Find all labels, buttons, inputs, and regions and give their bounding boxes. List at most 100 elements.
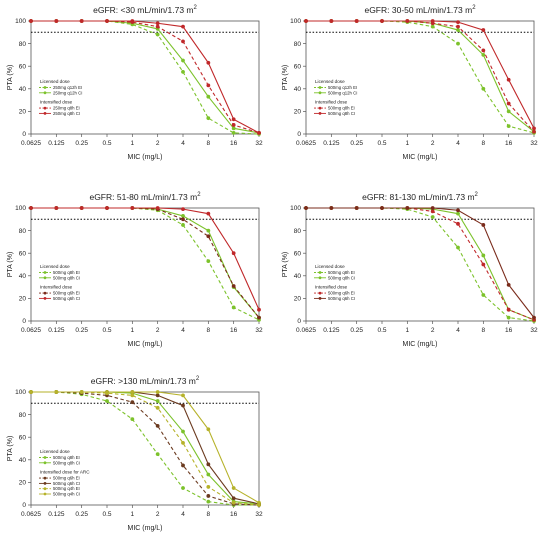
- legend-entry: 250mg q8h CI: [53, 111, 80, 116]
- y-tick-label: 60: [19, 63, 27, 70]
- y-tick-label: 80: [294, 228, 302, 235]
- data-point: [231, 496, 236, 501]
- y-axis-label: PTA (%): [7, 436, 14, 462]
- series-line: [31, 391, 260, 504]
- chart-title: eGFR: 30-50 mL/min/1.73 m2: [364, 5, 476, 15]
- y-tick-label: 80: [19, 41, 27, 48]
- y-tick-label: 0: [297, 318, 301, 325]
- chart-title-text: eGFR: 81-130 mL/min/1.73 m: [362, 192, 474, 202]
- legend-swatch-point: [43, 271, 47, 274]
- legend-heading: Licensed dose: [315, 79, 345, 84]
- x-tick-label: 0.0625: [296, 327, 316, 334]
- x-tick-label: 8: [207, 140, 211, 147]
- series-line: [306, 20, 535, 129]
- y-tick-label: 40: [294, 86, 302, 93]
- series-3: [304, 19, 536, 134]
- legend-swatch-point: [43, 482, 47, 485]
- x-axis-label: MIC (mg/L): [128, 154, 163, 161]
- data-point: [155, 32, 160, 37]
- legend-swatch-point: [318, 106, 322, 110]
- data-point: [206, 427, 211, 432]
- legend-swatch-point: [318, 276, 322, 280]
- x-axis-label: MIC (mg/L): [403, 154, 438, 161]
- data-point: [430, 24, 435, 29]
- x-tick-label: 2: [431, 140, 435, 147]
- legend-heading: Licensed dose: [40, 79, 70, 84]
- legend-entry: 250mg q8h EI: [53, 106, 80, 111]
- y-tick-label: 100: [290, 205, 301, 212]
- x-tick-label: 2: [431, 327, 435, 334]
- legend-entry: 250mg q12h CI: [53, 90, 82, 95]
- data-point: [304, 206, 308, 210]
- data-point: [506, 124, 511, 128]
- legend-entry: 500mg q8h CI: [328, 111, 355, 116]
- x-tick-label: 0.125: [48, 511, 65, 518]
- data-point: [405, 19, 410, 23]
- chart-title-superscript: 2: [197, 192, 201, 198]
- x-tick-label: 0.0625: [21, 140, 41, 147]
- data-point: [532, 315, 536, 320]
- x-tick-label: 1: [131, 327, 135, 334]
- data-point: [206, 83, 211, 88]
- x-tick-label: 1: [406, 140, 410, 147]
- series-line: [306, 20, 535, 134]
- data-point: [105, 399, 109, 403]
- legend-entry: 500mg q4h CI: [53, 492, 80, 497]
- plot-frame: [305, 20, 535, 135]
- data-point: [481, 223, 486, 227]
- series-line: [31, 391, 259, 506]
- x-tick-label: 0.0625: [296, 140, 316, 147]
- data-point: [54, 19, 59, 23]
- y-tick-label: 40: [294, 273, 302, 280]
- x-axis-label: MIC (mg/L): [403, 341, 438, 348]
- data-point: [181, 214, 185, 218]
- y-tick-label: 60: [19, 434, 27, 441]
- y-axis-label: PTA (%): [7, 65, 14, 91]
- legend-swatch-point: [318, 291, 322, 295]
- legend-entry: 500mg q6h EI: [328, 291, 355, 296]
- x-tick-label: 16: [505, 327, 513, 334]
- y-axis-label: PTA (%): [282, 252, 289, 278]
- data-point: [206, 228, 211, 233]
- data-point: [506, 282, 511, 287]
- data-point: [181, 463, 185, 468]
- data-point: [181, 403, 185, 408]
- y-tick-label: 0: [22, 131, 26, 138]
- chart-title-superscript: 2: [196, 376, 200, 382]
- legend-entry: 500mg q6h CI: [328, 296, 355, 301]
- x-tick-label: 1: [406, 327, 410, 334]
- data-point: [257, 500, 261, 505]
- data-point: [456, 211, 460, 216]
- data-point: [506, 315, 511, 320]
- x-tick-label: 8: [482, 140, 486, 147]
- series-3: [29, 206, 261, 320]
- data-point: [506, 77, 511, 82]
- data-point: [181, 429, 185, 434]
- data-point: [506, 109, 511, 114]
- data-point: [481, 262, 486, 267]
- data-point: [430, 215, 435, 219]
- data-point: [481, 253, 486, 258]
- legend-swatch-point: [318, 91, 322, 95]
- data-point: [206, 259, 211, 264]
- x-tick-label: 32: [530, 140, 538, 147]
- x-tick-label: 4: [181, 327, 185, 334]
- x-tick-label: 16: [230, 511, 238, 518]
- series-line: [31, 207, 260, 318]
- chart-title-superscript: 2: [194, 5, 198, 11]
- series-4: [304, 19, 536, 131]
- data-point: [354, 206, 359, 210]
- data-point: [206, 472, 211, 477]
- legend-swatch-point: [43, 492, 47, 496]
- x-tick-label: 1: [131, 140, 135, 147]
- chart-title-superscript: 2: [475, 192, 479, 198]
- data-point: [481, 86, 486, 91]
- legend-swatch-point: [318, 86, 322, 89]
- data-point: [257, 130, 261, 135]
- x-tick-label: 0.125: [48, 140, 65, 147]
- chart-title-text: eGFR: 30-50 mL/min/1.73 m: [364, 5, 472, 15]
- x-tick-label: 0.5: [377, 327, 386, 334]
